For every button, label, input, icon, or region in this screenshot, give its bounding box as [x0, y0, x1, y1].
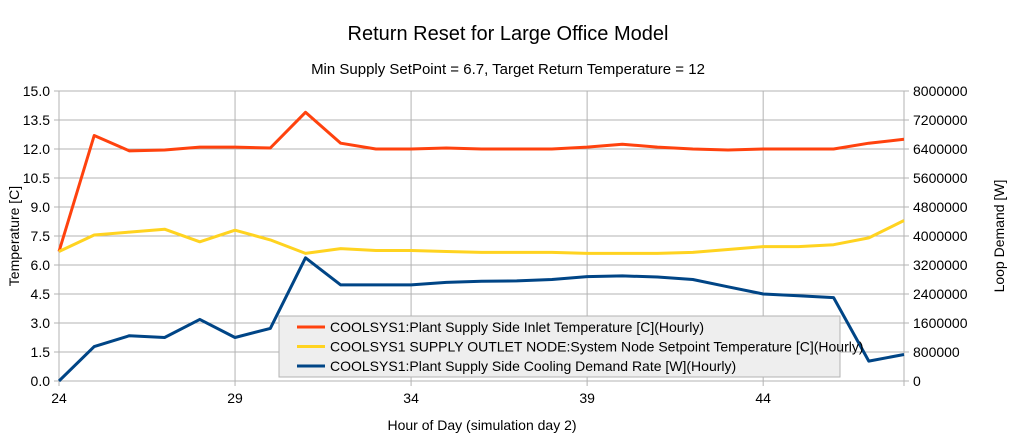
y-tick-label: 0.0 — [31, 373, 51, 389]
y-axis-label: Temperature [C] — [6, 186, 22, 286]
x-tick-label: 39 — [579, 390, 595, 406]
y2-tick-label: 8000000 — [913, 83, 968, 99]
y2-tick-label: 2400000 — [913, 286, 968, 302]
legend-entry: COOLSYS1:Plant Supply Side Cooling Deman… — [330, 358, 736, 374]
y-tick-label: 10.5 — [23, 170, 50, 186]
y2-axis-label: Loop Demand [W] — [991, 180, 1007, 293]
y-tick-label: 15.0 — [23, 83, 50, 99]
y-tick-label: 1.5 — [31, 344, 51, 360]
series-line-1 — [57, 110, 905, 252]
y2-tick-label: 1600000 — [913, 315, 968, 331]
series-line-2 — [58, 219, 905, 255]
legend-entry: COOLSYS1 SUPPLY OUTLET NODE:System Node … — [330, 339, 864, 355]
y2-tick-label: 7200000 — [913, 112, 968, 128]
legend-entry: COOLSYS1:Plant Supply Side Inlet Tempera… — [330, 319, 704, 335]
x-tick-label: 29 — [227, 390, 243, 406]
y-tick-label: 9.0 — [31, 199, 51, 215]
x-tick-label: 34 — [403, 390, 419, 406]
y2-tick-label: 4000000 — [913, 228, 968, 244]
y-tick-label: 7.5 — [31, 228, 51, 244]
y2-tick-label: 5600000 — [913, 170, 968, 186]
y2-tick-label: 6400000 — [913, 141, 968, 157]
y-tick-label: 6.0 — [31, 257, 51, 273]
y2-tick-label: 0 — [913, 373, 921, 389]
x-tick-label: 24 — [51, 390, 67, 406]
chart-title: Return Reset for Large Office Model — [348, 23, 669, 45]
y-tick-label: 3.0 — [31, 315, 51, 331]
x-tick-label: 44 — [755, 390, 771, 406]
y2-tick-label: 3200000 — [913, 257, 968, 273]
y-tick-label: 4.5 — [31, 286, 51, 302]
chart-subtitle: Min Supply SetPoint = 6.7, Target Return… — [311, 61, 705, 78]
y2-tick-label: 800000 — [913, 344, 960, 360]
y-tick-label: 13.5 — [23, 112, 50, 128]
series-line-3 — [57, 256, 905, 383]
legend-box — [278, 315, 841, 378]
y-tick-label: 12.0 — [23, 141, 50, 157]
y2-tick-label: 4800000 — [913, 199, 968, 215]
legend: COOLSYS1:Plant Supply Side Inlet Tempera… — [278, 315, 864, 378]
x-axis-label: Hour of Day (simulation day 2) — [387, 417, 576, 433]
